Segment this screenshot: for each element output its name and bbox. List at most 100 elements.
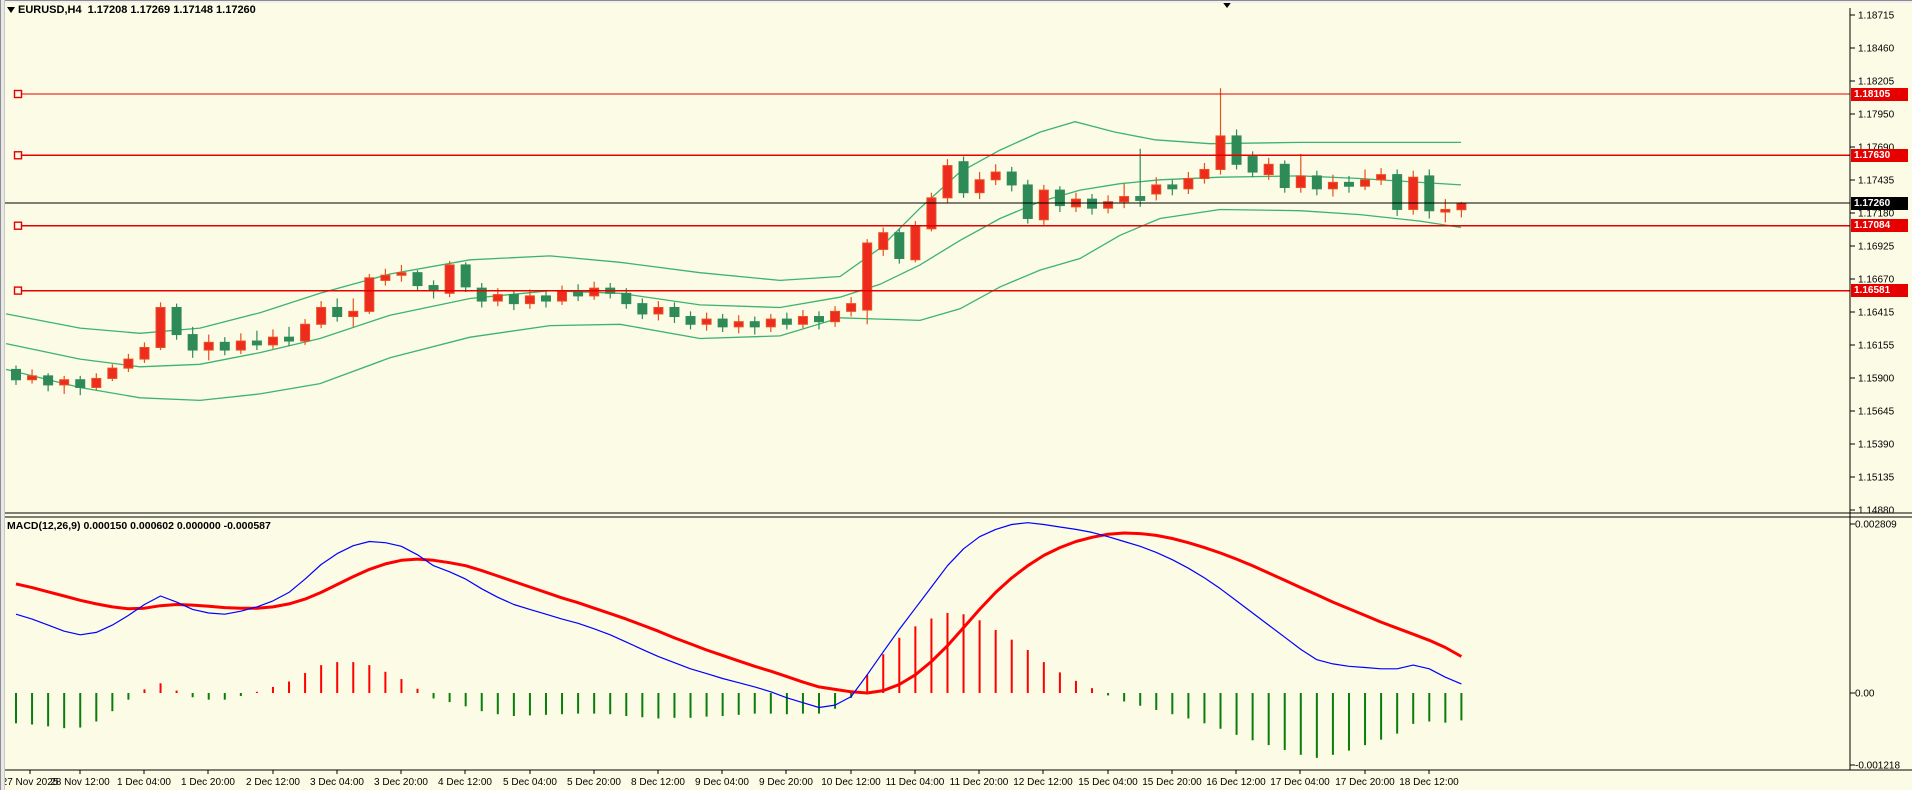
candle[interactable] bbox=[364, 273, 375, 314]
symbol-dropdown-icon[interactable] bbox=[7, 7, 15, 13]
time-tick-label[interactable]: 2 Dec 12:00 bbox=[246, 777, 300, 788]
candle[interactable] bbox=[894, 228, 905, 264]
time-tick-label[interactable]: 15 Dec 20:00 bbox=[1142, 777, 1202, 788]
candle[interactable] bbox=[284, 326, 295, 347]
time-tick-label[interactable]: 10 Dec 12:00 bbox=[821, 777, 881, 788]
candle[interactable] bbox=[476, 282, 487, 308]
candle[interactable] bbox=[637, 298, 648, 320]
hline-handle[interactable] bbox=[13, 286, 23, 295]
candle[interactable] bbox=[1087, 193, 1098, 215]
candle[interactable] bbox=[846, 297, 857, 317]
candle[interactable] bbox=[765, 313, 776, 333]
candle[interactable] bbox=[1151, 177, 1162, 201]
candle[interactable] bbox=[1054, 186, 1065, 213]
candle[interactable] bbox=[460, 262, 471, 293]
candle[interactable] bbox=[1279, 160, 1290, 193]
candle[interactable] bbox=[1424, 169, 1435, 219]
hline-handle[interactable] bbox=[13, 221, 23, 230]
candle[interactable] bbox=[717, 313, 728, 333]
time-tick-label[interactable]: 18 Dec 12:00 bbox=[1399, 777, 1459, 788]
candle[interactable] bbox=[27, 369, 38, 384]
candle[interactable] bbox=[524, 289, 535, 309]
candle[interactable] bbox=[11, 365, 21, 385]
candle[interactable] bbox=[300, 319, 311, 345]
candle[interactable] bbox=[251, 330, 262, 351]
time-tick-label[interactable]: 4 Dec 12:00 bbox=[438, 777, 492, 788]
candle[interactable] bbox=[573, 284, 584, 302]
candle[interactable] bbox=[878, 227, 889, 256]
candle[interactable] bbox=[1199, 163, 1210, 184]
candle[interactable] bbox=[235, 333, 246, 354]
time-tick-label[interactable]: 9 Dec 04:00 bbox=[695, 777, 749, 788]
time-tick-label[interactable]: 1 Dec 04:00 bbox=[117, 777, 171, 788]
candle[interactable] bbox=[444, 261, 455, 298]
time-tick-label[interactable]: 3 Dec 20:00 bbox=[374, 777, 428, 788]
candle[interactable] bbox=[155, 302, 166, 351]
candle[interactable] bbox=[653, 301, 664, 321]
candle[interactable] bbox=[1231, 129, 1242, 170]
candle[interactable] bbox=[380, 268, 391, 286]
candle[interactable] bbox=[59, 375, 70, 394]
bollinger-lower-band[interactable] bbox=[5, 208, 1462, 402]
candle[interactable] bbox=[123, 353, 134, 372]
time-tick-label[interactable]: 1 Dec 20:00 bbox=[181, 777, 235, 788]
candle[interactable] bbox=[412, 270, 423, 291]
candle[interactable] bbox=[1376, 168, 1387, 185]
candle[interactable] bbox=[1263, 157, 1274, 180]
candle[interactable] bbox=[830, 306, 841, 327]
candle[interactable] bbox=[187, 326, 198, 358]
candle[interactable] bbox=[814, 311, 824, 330]
candle[interactable] bbox=[557, 285, 568, 305]
hline-handle[interactable] bbox=[13, 89, 23, 99]
candle[interactable] bbox=[1343, 175, 1354, 193]
candle[interactable] bbox=[974, 172, 985, 200]
candle[interactable] bbox=[1456, 201, 1467, 218]
hline-handle[interactable] bbox=[13, 151, 23, 160]
candle[interactable] bbox=[1215, 88, 1226, 175]
candle[interactable] bbox=[1006, 166, 1017, 192]
candle[interactable] bbox=[1038, 184, 1049, 225]
candle[interactable] bbox=[910, 221, 921, 263]
candle[interactable] bbox=[749, 316, 760, 335]
candle[interactable] bbox=[1103, 195, 1114, 214]
candle[interactable] bbox=[621, 288, 632, 309]
candle[interactable] bbox=[958, 156, 969, 198]
candle[interactable] bbox=[926, 192, 937, 232]
candle[interactable] bbox=[316, 301, 327, 329]
time-tick-label[interactable]: 15 Dec 04:00 bbox=[1078, 777, 1138, 788]
time-tick-label[interactable]: 3 Dec 04:00 bbox=[310, 777, 364, 788]
candle[interactable] bbox=[1167, 179, 1178, 196]
time-tick-label[interactable]: 5 Dec 20:00 bbox=[567, 777, 621, 788]
candle[interactable] bbox=[942, 159, 953, 204]
time-tick-label[interactable]: 5 Dec 04:00 bbox=[503, 777, 557, 788]
candle[interactable] bbox=[1183, 172, 1194, 194]
candle[interactable] bbox=[107, 364, 118, 382]
candle[interactable] bbox=[669, 302, 680, 323]
candle[interactable] bbox=[1119, 183, 1130, 209]
candle[interactable] bbox=[332, 298, 343, 322]
candle[interactable] bbox=[685, 311, 696, 330]
candle[interactable] bbox=[1408, 170, 1419, 215]
candle[interactable] bbox=[1135, 148, 1146, 207]
candle[interactable] bbox=[862, 239, 873, 325]
candle[interactable] bbox=[781, 312, 792, 330]
candle[interactable] bbox=[1070, 192, 1081, 213]
candle[interactable] bbox=[428, 280, 439, 299]
time-tick-label[interactable]: 12 Dec 12:00 bbox=[1013, 777, 1073, 788]
time-tick-label[interactable]: 17 Dec 04:00 bbox=[1270, 777, 1330, 788]
time-tick-label[interactable]: 16 Dec 12:00 bbox=[1206, 777, 1266, 788]
candle[interactable] bbox=[43, 373, 54, 392]
time-tick-label[interactable]: 8 Dec 12:00 bbox=[631, 777, 685, 788]
time-tick-label[interactable]: 11 Dec 20:00 bbox=[950, 777, 1009, 788]
candle[interactable] bbox=[219, 337, 230, 356]
candle[interactable] bbox=[540, 290, 551, 308]
candle[interactable] bbox=[203, 334, 214, 361]
candle[interactable] bbox=[91, 373, 102, 391]
time-tick-label[interactable]: 11 Dec 04:00 bbox=[886, 777, 945, 788]
candle[interactable] bbox=[797, 310, 808, 329]
time-tick-label[interactable]: 9 Dec 20:00 bbox=[759, 777, 813, 788]
time-tick-label[interactable]: 28 Nov 12:00 bbox=[50, 777, 110, 788]
candle[interactable] bbox=[348, 298, 359, 327]
candle[interactable] bbox=[267, 329, 278, 349]
